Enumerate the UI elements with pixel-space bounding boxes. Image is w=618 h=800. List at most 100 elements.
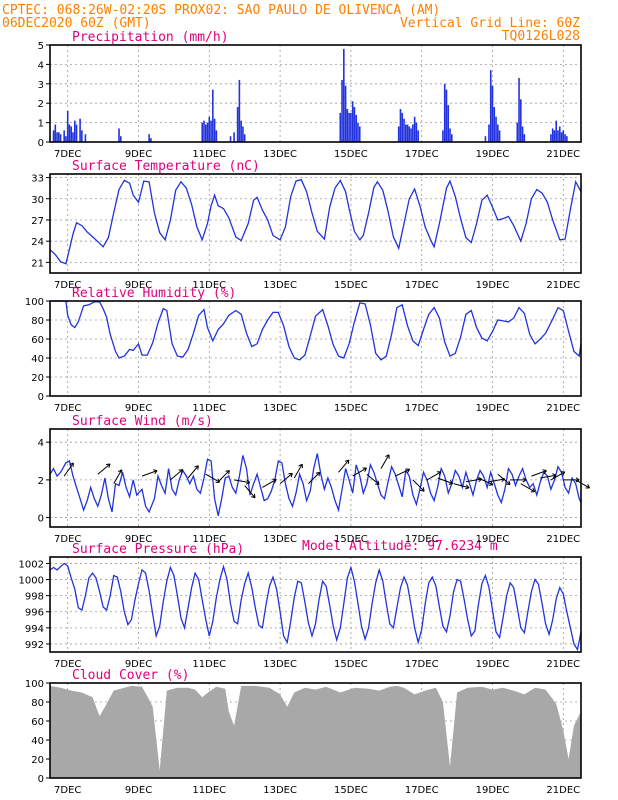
wind-arrowhead [245, 479, 251, 485]
x-tick-label: 13DEC [263, 149, 297, 160]
precip-bar [355, 114, 358, 142]
precip-bar [564, 134, 566, 142]
header-init-time: 06DEC2020 60Z (GMT) [2, 16, 151, 31]
precip-bar [236, 107, 239, 142]
y-tick-label: 80 [31, 316, 44, 327]
precip-bar [410, 128, 412, 142]
wind-arrowhead [69, 462, 74, 468]
precip-bar [66, 110, 69, 142]
precip-bar [75, 124, 78, 142]
x-tick-label: 11DEC [192, 403, 226, 414]
y-tick-label: 0 [38, 392, 44, 403]
wind-arrowhead [436, 471, 442, 476]
precip-bar [233, 132, 235, 142]
y-tick-label: 100 [25, 679, 44, 690]
x-tick-label: 13DEC [263, 659, 297, 670]
x-tick-label: 17DEC [405, 280, 439, 291]
precip-bar [523, 134, 526, 142]
wind-arrow [187, 465, 199, 479]
precip-bar [403, 118, 405, 142]
wind-arrow [550, 471, 566, 481]
y-tick-label: 60 [31, 717, 44, 728]
precip-bar [343, 48, 345, 142]
wind-arrow [540, 474, 557, 479]
x-tick-label: 15DEC [334, 785, 368, 796]
x-tick-label: 19DEC [476, 659, 510, 670]
x-tick-label: 9DEC [125, 403, 152, 414]
precip-bar [350, 112, 352, 142]
precip-bar [204, 124, 207, 142]
x-tick-label: 17DEC [405, 149, 439, 160]
x-tick-label: 9DEC [125, 149, 152, 160]
wind-arrow [205, 473, 220, 483]
surface-wind-panel: Surface Wind (m/s) 7DEC 9DEC 11DEC 13DEC 15DE… [38, 414, 590, 545]
wind-arrow [63, 462, 74, 477]
wind-arrow [488, 478, 505, 483]
precip-bar [484, 136, 487, 142]
wind-arrowhead [405, 468, 411, 473]
x-tick-label: 7DEC [54, 403, 81, 414]
precip-bar [203, 120, 205, 142]
wind-arrow [170, 469, 183, 481]
y-tick-label: 5 [38, 41, 44, 52]
precip-bar [212, 89, 214, 142]
wind-arrow [478, 477, 494, 486]
x-tick-label: 17DEC [405, 534, 439, 545]
wind-arrowhead [560, 471, 566, 476]
x-tick-label: 21DEC [546, 149, 580, 160]
precip-bar [406, 124, 409, 142]
precip-bar [65, 136, 67, 142]
wind-arrow [531, 470, 547, 477]
precip-bar [447, 105, 450, 142]
x-tick-label: 7DEC [54, 659, 81, 670]
x-tick-label: 19DEC [476, 149, 510, 160]
x-tick-label: 11DEC [192, 280, 226, 291]
precip-bar [450, 134, 453, 142]
precip-bar [449, 128, 451, 142]
wind-arrow [453, 483, 470, 489]
x-tick-label: 11DEC [192, 785, 226, 796]
precip-bar [341, 79, 343, 142]
x-tick-label: 15DEC [334, 403, 368, 414]
surface-pressure-title: Surface Pressure (hPa) [72, 542, 244, 557]
precip-bar [399, 109, 402, 142]
y-tick-label: 2 [38, 476, 44, 487]
wind-arrowhead [153, 469, 158, 475]
surface-pressure-panel: Surface Pressure (hPa) 7DEC 9DEC 11DEC 13DEC… [19, 542, 582, 670]
relative-humidity-title: Relative Humidity (%) [72, 286, 236, 301]
wind-arrowhead [585, 484, 590, 489]
wind-arrowhead [488, 481, 494, 486]
y-tick-label: 27 [31, 216, 44, 227]
x-tick-label: 13DEC [263, 280, 297, 291]
surface-temperature-panel: Surface Temperature (nC) 7DEC 9DEC 11DEC 13D… [31, 159, 582, 291]
x-tick-label: 21DEC [546, 280, 580, 291]
relative-humidity-frame [49, 300, 582, 397]
y-tick-label: 998 [25, 592, 44, 603]
wind-arrowhead [552, 473, 557, 479]
x-tick-label: 21DEC [546, 534, 580, 545]
precip-bar [498, 130, 501, 142]
wind-arrowhead [542, 469, 547, 475]
precip-bar [215, 130, 218, 142]
precip-bar [566, 136, 568, 142]
precip-bar [118, 128, 120, 142]
x-tick-label: 13DEC [263, 534, 297, 545]
wind-arrow [338, 459, 350, 473]
cloud-cover-frame [49, 682, 582, 779]
x-tick-label: 15DEC [334, 149, 368, 160]
wind-arrowhead [420, 487, 425, 492]
precip-bar [521, 126, 524, 142]
surface-temperature-frame [49, 173, 582, 274]
wind-arrow [426, 471, 442, 481]
wind-arrow [308, 471, 321, 485]
wind-arrowhead [465, 484, 470, 490]
y-tick-label: 996 [25, 608, 44, 619]
wind-arrowhead [385, 454, 390, 459]
wind-arrow [352, 467, 367, 477]
x-tick-label: 21DEC [546, 659, 580, 670]
y-tick-label: 1000 [19, 576, 44, 587]
cloud-cover-area [50, 685, 581, 778]
precip-bar [148, 134, 150, 142]
precip-bar [348, 112, 350, 142]
y-tick-label: 20 [31, 755, 44, 766]
